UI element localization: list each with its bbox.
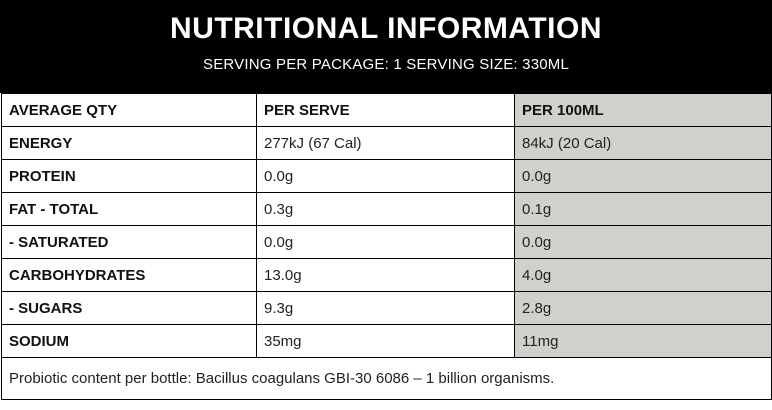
table-header-row: AVERAGE QTY PER SERVE PER 100ML: [1, 93, 772, 127]
footer-row: Probiotic content per bottle: Bacillus c…: [1, 357, 772, 400]
per-serve-value: 9.3g: [256, 291, 515, 325]
per-serve-value: 13.0g: [256, 258, 515, 292]
per-serve-value: 0.0g: [256, 225, 515, 259]
per-100ml-value: 4.0g: [514, 258, 772, 292]
per-100ml-value: 0.1g: [514, 192, 772, 226]
row-label: SODIUM: [1, 324, 257, 358]
row-label: - SUGARS: [1, 291, 257, 325]
table-row: - SATURATED 0.0g 0.0g: [1, 225, 772, 259]
table-row: - SUGARS 9.3g 2.8g: [1, 291, 772, 325]
probiotic-note: Probiotic content per bottle: Bacillus c…: [1, 357, 772, 400]
per-100ml-value: 84kJ (20 Cal): [514, 126, 772, 160]
row-label: PROTEIN: [1, 159, 257, 193]
per-100ml-value: 11mg: [514, 324, 772, 358]
per-serve-value: 277kJ (67 Cal): [256, 126, 515, 160]
table-row: CARBOHYDRATES 13.0g 4.0g: [1, 258, 772, 292]
column-header-average-qty: AVERAGE QTY: [1, 93, 257, 127]
per-100ml-value: 0.0g: [514, 159, 772, 193]
row-label: CARBOHYDRATES: [1, 258, 257, 292]
header-banner: NUTRITIONAL INFORMATION SERVING PER PACK…: [0, 0, 772, 93]
per-serve-value: 35mg: [256, 324, 515, 358]
table-row: ENERGY 277kJ (67 Cal) 84kJ (20 Cal): [1, 126, 772, 160]
per-100ml-value: 0.0g: [514, 225, 772, 259]
page-title: NUTRITIONAL INFORMATION: [169, 12, 602, 45]
row-label: - SATURATED: [1, 225, 257, 259]
table-row: FAT - TOTAL 0.3g 0.1g: [1, 192, 772, 226]
per-serve-value: 0.0g: [256, 159, 515, 193]
row-label: FAT - TOTAL: [1, 192, 257, 226]
column-header-per-100ml: PER 100ML: [514, 93, 772, 127]
row-label: ENERGY: [1, 126, 257, 160]
nutrition-table: AVERAGE QTY PER SERVE PER 100ML ENERGY 2…: [1, 93, 772, 400]
serving-info: SERVING PER PACKAGE: 1 SERVING SIZE: 330…: [202, 56, 570, 73]
per-serve-value: 0.3g: [256, 192, 515, 226]
table-row: PROTEIN 0.0g 0.0g: [1, 159, 772, 193]
table-row: SODIUM 35mg 11mg: [1, 324, 772, 358]
column-header-per-serve: PER SERVE: [256, 93, 515, 127]
per-100ml-value: 2.8g: [514, 291, 772, 325]
